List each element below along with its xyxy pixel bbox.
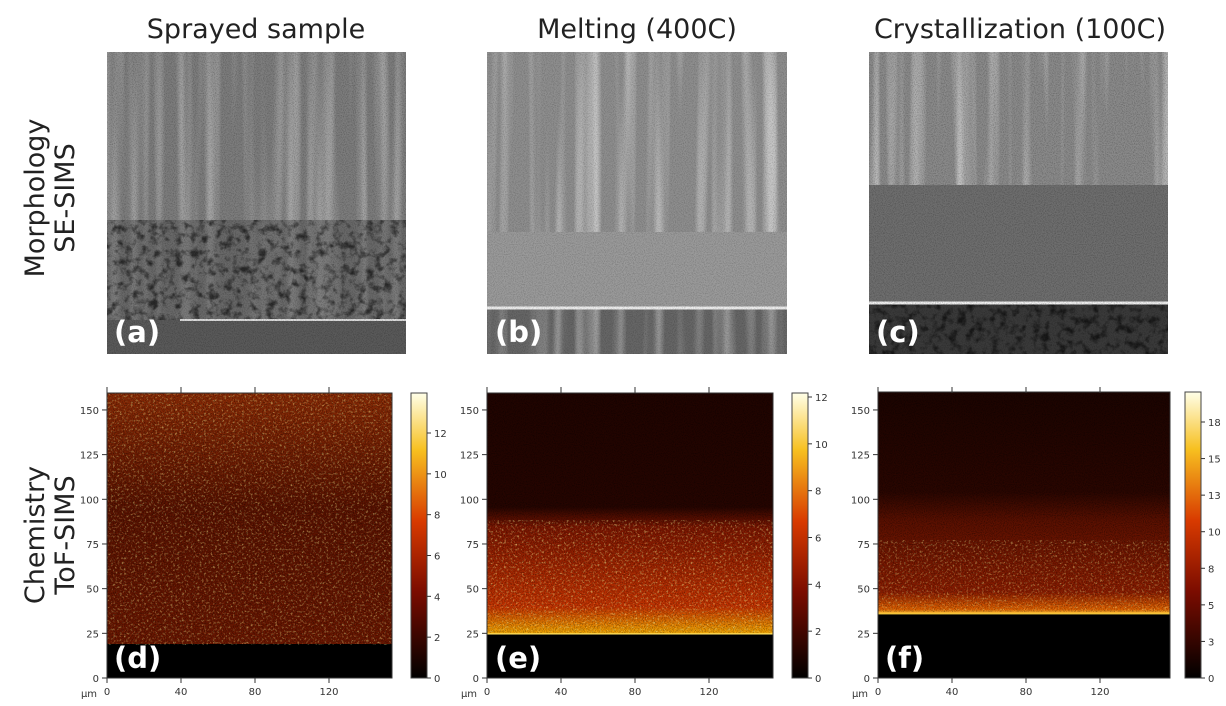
- y-tick-label: 125: [80, 451, 99, 462]
- x-tick-label: 40: [175, 687, 188, 698]
- colorbar-label: 6: [815, 534, 821, 545]
- y-tick-label: 150: [460, 406, 479, 417]
- x-tick-label: 0: [875, 687, 881, 698]
- colorbar-label: 10: [434, 470, 447, 481]
- row-label: SE-SIMS: [50, 143, 81, 252]
- x-tick-label: 120: [699, 687, 718, 698]
- y-tick-label: 50: [857, 585, 870, 596]
- x-tick-label: 80: [1020, 687, 1033, 698]
- row-label: ToF-SIMS: [50, 475, 81, 595]
- y-tick-label: 0: [473, 674, 479, 685]
- column-title: Melting (400C): [537, 14, 737, 45]
- colorbar-label: 12: [434, 429, 447, 440]
- colorbar-label: 2: [815, 627, 821, 638]
- axis-unit: µm: [852, 689, 868, 700]
- panel-label: (b): [495, 315, 542, 349]
- colorbar-label: 8: [815, 487, 821, 498]
- colorbar-label: 18: [1208, 418, 1221, 429]
- y-tick-label: 150: [80, 406, 99, 417]
- y-tick-label: 50: [86, 585, 99, 596]
- panel-label: (f): [885, 641, 924, 675]
- row-label: Chemistry: [20, 466, 51, 604]
- y-tick-label: 75: [86, 540, 99, 551]
- colorbar-label: 8: [1208, 564, 1214, 575]
- column-title: Sprayed sample: [147, 14, 365, 45]
- x-tick-label: 120: [319, 687, 338, 698]
- y-tick-label: 50: [466, 585, 479, 596]
- image-b: [487, 52, 787, 354]
- row-label: Morphology: [20, 119, 51, 278]
- colorbar-label: 4: [434, 592, 440, 603]
- axis-unit: µm: [461, 689, 477, 700]
- x-tick-label: 40: [946, 687, 959, 698]
- colorbar: [791, 392, 809, 679]
- panel-label: (a): [114, 315, 160, 349]
- y-tick-label: 125: [460, 451, 479, 462]
- colorbar-label: 5: [1208, 601, 1214, 612]
- panel-label: (c): [876, 315, 920, 349]
- y-tick-label: 25: [466, 629, 479, 640]
- y-tick-label: 100: [80, 495, 99, 506]
- colorbar-label: 0: [1208, 674, 1214, 685]
- colorbar-label: 4: [815, 580, 821, 591]
- y-tick-label: 100: [851, 495, 870, 506]
- y-tick-label: 150: [851, 406, 870, 417]
- map-d: [106, 392, 393, 679]
- axis-unit: µm: [81, 689, 97, 700]
- y-tick-label: 25: [857, 629, 870, 640]
- colorbar-label: 15: [1208, 455, 1221, 466]
- y-tick-label: 100: [460, 495, 479, 506]
- x-tick-label: 80: [629, 687, 642, 698]
- colorbar-label: 8: [434, 511, 440, 522]
- colorbar-label: 12: [815, 393, 828, 404]
- colorbar: [1184, 391, 1202, 679]
- colorbar-label: 13: [1208, 491, 1221, 502]
- y-tick-label: 125: [851, 451, 870, 462]
- colorbars: [410, 391, 1202, 679]
- colorbar: [410, 392, 428, 679]
- image-c: [869, 52, 1168, 354]
- colorbar-label: 2: [434, 633, 440, 644]
- colorbar-label: 6: [434, 552, 440, 563]
- y-tick-label: 75: [466, 540, 479, 551]
- x-tick-label: 0: [104, 687, 110, 698]
- colorbar-label: 0: [815, 674, 821, 685]
- y-tick-label: 0: [93, 674, 99, 685]
- y-tick-label: 75: [857, 540, 870, 551]
- image-a: [107, 52, 406, 354]
- colorbar-label: 0: [434, 674, 440, 685]
- colorbar-label: 10: [815, 440, 828, 451]
- x-tick-label: 120: [1090, 687, 1109, 698]
- x-tick-label: 0: [484, 687, 490, 698]
- x-tick-label: 40: [555, 687, 568, 698]
- colorbar-label: 10: [1208, 528, 1221, 539]
- map-f: [877, 391, 1171, 679]
- column-title: Crystallization (100C): [874, 14, 1166, 45]
- y-tick-label: 25: [86, 629, 99, 640]
- panel-label: (d): [114, 641, 161, 675]
- y-tick-label: 0: [864, 674, 870, 685]
- colorbar-label: 3: [1208, 637, 1214, 648]
- map-e: [486, 392, 774, 679]
- panel-label: (e): [495, 641, 541, 675]
- x-tick-label: 80: [249, 687, 262, 698]
